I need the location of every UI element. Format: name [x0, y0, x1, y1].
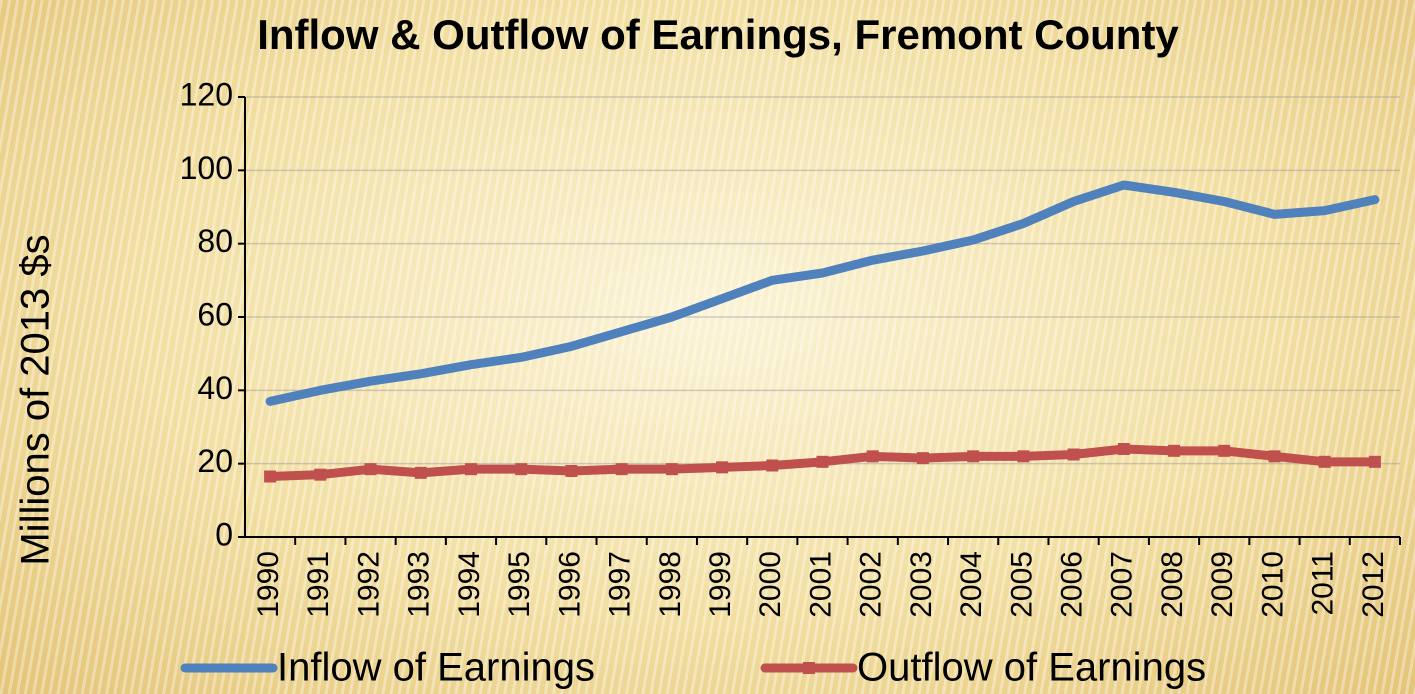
- marker: [1268, 450, 1281, 463]
- y-tick-label: 120: [180, 76, 233, 112]
- x-tick-label: 1996: [553, 551, 586, 618]
- marker: [314, 468, 327, 481]
- marker: [565, 465, 578, 477]
- marker: [665, 463, 678, 476]
- marker: [1017, 450, 1030, 463]
- x-tick-label: 1995: [503, 551, 536, 618]
- legend-label: Inflow of Earnings: [277, 646, 595, 690]
- marker: [1117, 443, 1130, 455]
- y-tick-label: 40: [197, 370, 233, 406]
- x-tick-label: 1997: [604, 551, 637, 618]
- marker: [766, 459, 779, 472]
- y-tick-label: 20: [197, 443, 233, 479]
- marker: [264, 470, 277, 483]
- marker: [816, 455, 829, 468]
- y-axis-title: Millions of 2013 $s: [14, 234, 58, 565]
- x-tick-label: 1991: [302, 551, 335, 618]
- marker: [866, 450, 879, 463]
- legend-marker: [803, 662, 815, 674]
- y-tick-label: 80: [197, 223, 233, 259]
- marker: [967, 450, 980, 463]
- x-tick-label: 1998: [654, 551, 687, 618]
- marker: [716, 461, 729, 474]
- marker: [1368, 455, 1381, 468]
- x-tick-label: 2012: [1357, 551, 1390, 618]
- x-tick-label: 2001: [804, 551, 837, 618]
- x-tick-label: 2009: [1206, 551, 1239, 618]
- legend-label: Outflow of Earnings: [857, 646, 1206, 690]
- x-tick-label: 1990: [252, 551, 285, 618]
- x-tick-label: 1993: [403, 551, 436, 618]
- x-tick-label: 2000: [754, 551, 787, 618]
- y-tick-label: 60: [197, 296, 233, 332]
- marker: [1318, 455, 1331, 468]
- marker: [364, 463, 377, 476]
- marker: [1168, 444, 1181, 457]
- marker: [1067, 448, 1080, 461]
- x-tick-label: 2011: [1307, 551, 1340, 616]
- y-tick-label: 0: [215, 516, 233, 552]
- chart-title: Inflow & Outflow of Earnings, Fremont Co…: [257, 11, 1179, 58]
- x-tick-label: 2007: [1106, 551, 1139, 618]
- x-tick-label: 2003: [905, 551, 938, 618]
- x-tick-label: 1992: [352, 551, 385, 618]
- marker: [1218, 444, 1231, 457]
- x-tick-label: 2010: [1256, 551, 1289, 618]
- x-tick-label: 2005: [1005, 551, 1038, 618]
- marker: [916, 452, 929, 465]
- x-tick-label: 1994: [453, 551, 486, 618]
- series-line: [265, 180, 1380, 406]
- marker: [414, 466, 427, 479]
- x-tick-label: 2006: [1056, 551, 1089, 618]
- marker: [464, 463, 477, 476]
- x-tick-label: 1999: [704, 551, 737, 618]
- x-tick-label: 2008: [1156, 551, 1189, 618]
- x-tick-label: 2004: [955, 551, 988, 618]
- y-tick-label: 100: [180, 150, 233, 186]
- x-tick-label: 2002: [855, 551, 888, 618]
- marker: [615, 463, 628, 476]
- marker: [515, 463, 528, 476]
